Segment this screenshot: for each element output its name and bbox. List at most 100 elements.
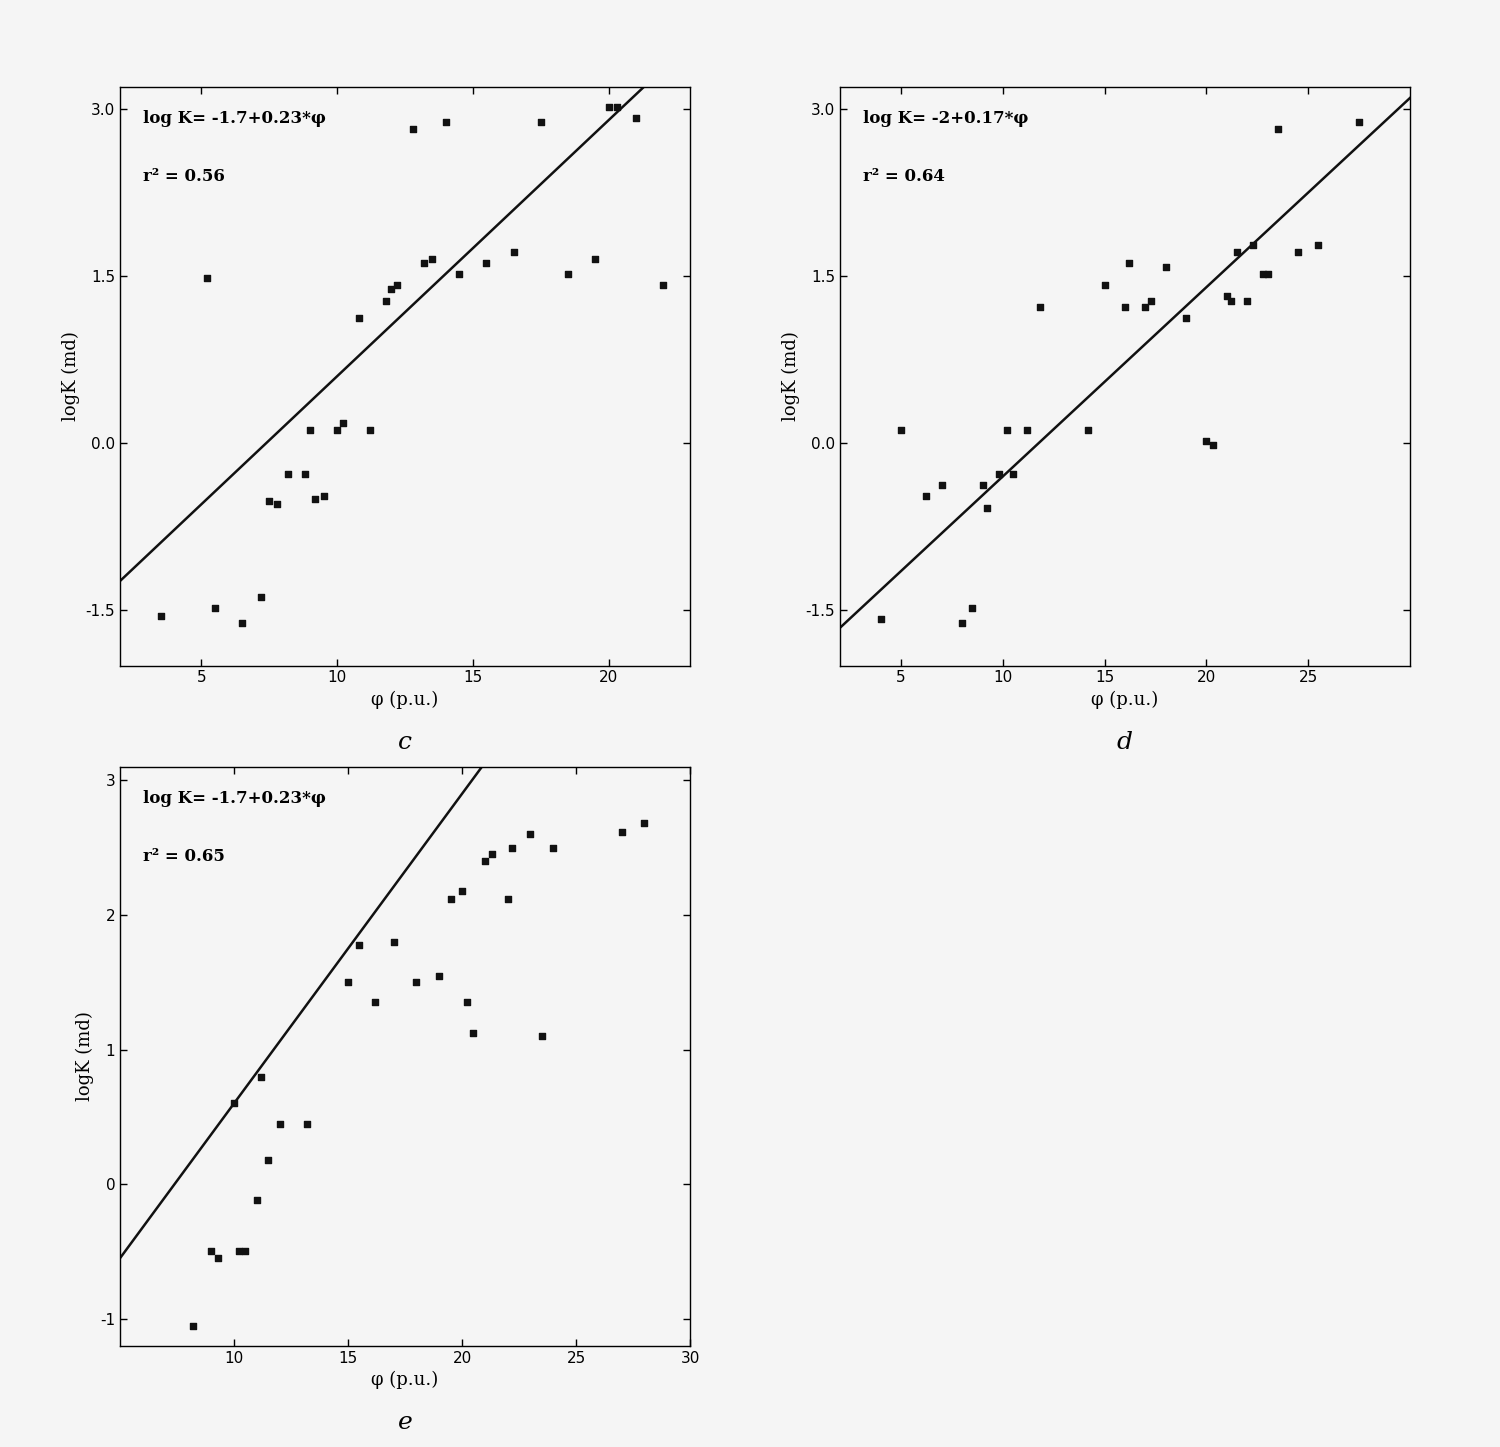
- Point: [381, 930, 405, 954]
- Point: [1347, 111, 1371, 135]
- X-axis label: φ (p.u.): φ (p.u.): [372, 1372, 438, 1389]
- Point: [256, 1149, 280, 1172]
- Point: [400, 117, 424, 140]
- X-axis label: φ (p.u.): φ (p.u.): [1092, 692, 1158, 709]
- Point: [326, 418, 350, 441]
- Y-axis label: logK (md): logK (md): [62, 331, 80, 421]
- Point: [1286, 240, 1310, 263]
- Point: [450, 880, 474, 903]
- Point: [1226, 240, 1250, 263]
- Point: [597, 96, 621, 119]
- Point: [519, 823, 543, 846]
- Point: [868, 608, 892, 631]
- Point: [234, 1240, 258, 1263]
- Point: [258, 489, 282, 512]
- Point: [994, 418, 1018, 441]
- Text: d: d: [1118, 731, 1132, 754]
- Point: [292, 463, 316, 486]
- Point: [374, 289, 398, 313]
- Text: c: c: [398, 731, 412, 754]
- Point: [202, 596, 226, 619]
- Y-axis label: logK (md): logK (md): [76, 1011, 94, 1101]
- Text: log K= -2+0.17*φ: log K= -2+0.17*φ: [862, 110, 1028, 127]
- Point: [1134, 295, 1158, 318]
- Y-axis label: logK (md): logK (md): [782, 331, 800, 421]
- Point: [624, 107, 648, 130]
- Point: [1251, 262, 1275, 285]
- Point: [267, 1113, 291, 1136]
- Point: [975, 496, 999, 519]
- Text: r² = 0.65: r² = 0.65: [142, 848, 225, 865]
- Point: [420, 247, 444, 271]
- Point: [1200, 434, 1224, 457]
- Point: [363, 991, 387, 1014]
- Point: [914, 485, 938, 508]
- Point: [1077, 418, 1101, 441]
- Point: [1118, 252, 1142, 275]
- Point: [413, 252, 436, 275]
- Point: [438, 887, 462, 910]
- Point: [380, 278, 404, 301]
- Point: [427, 964, 451, 987]
- Point: [303, 488, 327, 511]
- Point: [357, 418, 381, 441]
- Point: [330, 411, 354, 434]
- Point: [1028, 295, 1051, 318]
- Point: [930, 473, 954, 496]
- Point: [386, 273, 410, 297]
- Point: [472, 849, 496, 873]
- Point: [348, 933, 372, 956]
- Point: [474, 252, 498, 275]
- Point: [950, 612, 974, 635]
- Point: [556, 262, 580, 285]
- Point: [296, 1113, 320, 1136]
- Point: [987, 463, 1011, 486]
- Point: [200, 1240, 223, 1263]
- Point: [1016, 418, 1040, 441]
- Point: [890, 418, 914, 441]
- Point: [206, 1247, 230, 1270]
- Point: [584, 247, 608, 271]
- Point: [500, 836, 523, 860]
- Point: [542, 836, 566, 860]
- Point: [244, 1189, 268, 1213]
- Point: [1113, 295, 1137, 318]
- X-axis label: φ (p.u.): φ (p.u.): [372, 692, 438, 709]
- Point: [480, 842, 504, 865]
- Point: [1234, 289, 1258, 313]
- Point: [230, 612, 254, 635]
- Point: [1256, 262, 1280, 285]
- Point: [609, 820, 633, 844]
- Point: [298, 418, 322, 441]
- Point: [447, 262, 471, 285]
- Text: log K= -1.7+0.23*φ: log K= -1.7+0.23*φ: [142, 790, 326, 807]
- Text: e: e: [398, 1411, 412, 1434]
- Point: [1140, 289, 1164, 313]
- Point: [222, 1092, 246, 1116]
- Text: log K= -1.7+0.23*φ: log K= -1.7+0.23*φ: [142, 110, 326, 127]
- Point: [1306, 233, 1330, 256]
- Point: [1000, 463, 1024, 486]
- Point: [1242, 233, 1266, 256]
- Point: [266, 492, 290, 515]
- Point: [249, 1065, 273, 1088]
- Point: [633, 812, 657, 835]
- Point: [312, 485, 336, 508]
- Point: [1215, 285, 1239, 308]
- Point: [1154, 256, 1178, 279]
- Point: [1174, 307, 1198, 330]
- Point: [604, 96, 628, 119]
- Point: [276, 463, 300, 486]
- Point: [454, 991, 478, 1014]
- Point: [249, 585, 273, 608]
- Point: [195, 266, 219, 289]
- Point: [346, 307, 370, 330]
- Point: [495, 887, 519, 910]
- Point: [501, 240, 525, 263]
- Point: [405, 971, 429, 994]
- Point: [1220, 289, 1244, 313]
- Point: [970, 473, 994, 496]
- Point: [1266, 117, 1290, 140]
- Point: [528, 111, 552, 135]
- Point: [336, 971, 360, 994]
